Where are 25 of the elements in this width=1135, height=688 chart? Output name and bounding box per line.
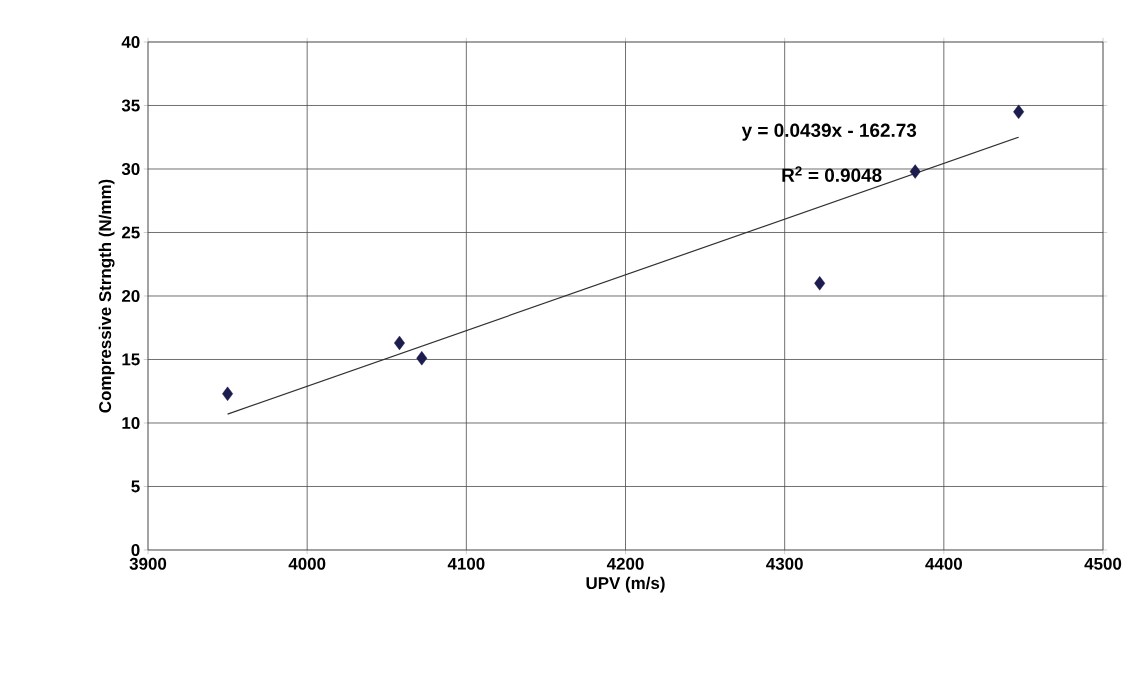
y-tick-label: 35 — [121, 99, 140, 112]
point — [416, 351, 428, 366]
x-tick-label: 4300 — [766, 557, 803, 570]
annotation: R$^{2}$ = 0.9048 — [782, 166, 882, 182]
point — [222, 386, 234, 401]
annotation: y = 0.0439x - 162.73 — [741, 123, 917, 141]
x-tick-label: 4100 — [447, 557, 485, 570]
x-axis-title: UPV (m/s) — [586, 576, 665, 593]
y-tick-label: 40 — [121, 36, 140, 48]
point — [814, 276, 826, 291]
point — [909, 164, 921, 179]
y-tick-label: 25 — [121, 226, 140, 239]
x-tick-label: 4000 — [288, 557, 326, 570]
point — [1013, 104, 1025, 120]
x-tick-label: 3900 — [129, 557, 167, 570]
y-tick-label: 20 — [121, 290, 140, 302]
y-tick-label: 15 — [122, 353, 140, 366]
x-tick-label: 4400 — [925, 557, 962, 570]
y-tick-label: 10 — [122, 417, 140, 429]
y-axis-title: Compressive Strngth (N/mm) — [98, 179, 115, 413]
y-tick-label: 30 — [121, 162, 140, 176]
y-tick-label: 0 — [131, 544, 140, 556]
x-tick-label: 4500 — [1084, 557, 1122, 570]
y-tick-label: 5 — [131, 480, 140, 493]
x-tick-label: 4200 — [606, 557, 644, 570]
